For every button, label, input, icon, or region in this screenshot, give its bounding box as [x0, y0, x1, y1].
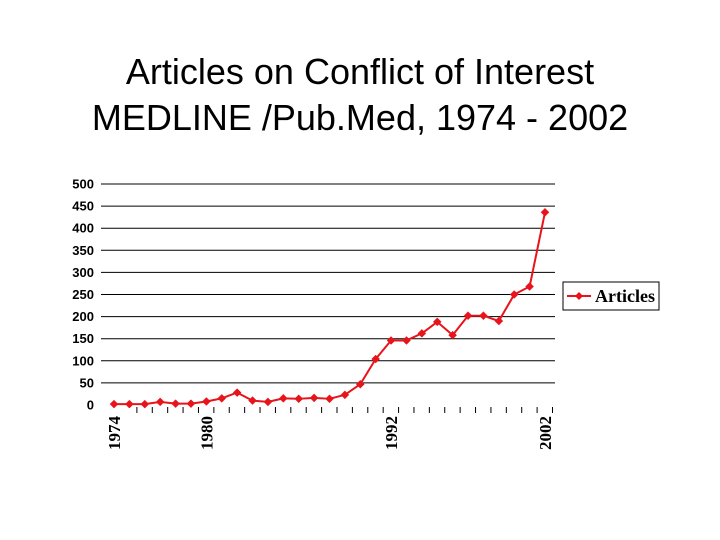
y-tick-label-500: 500	[72, 177, 94, 192]
y-tick-label-250: 250	[72, 287, 94, 302]
legend-marker-diamond	[575, 292, 583, 300]
data-point-1980	[202, 397, 211, 406]
data-point-1979	[186, 399, 196, 409]
slide-title-line-1: Articles on Conflict of Interest	[125, 51, 595, 92]
data-point-1985	[278, 394, 288, 403]
data-point-2001	[525, 282, 534, 291]
data-point-1975	[125, 399, 134, 409]
data-point-1994	[417, 329, 427, 338]
gridlines	[101, 183, 555, 384]
y-tick-label-400: 400	[72, 221, 94, 236]
data-point-1988	[325, 394, 334, 404]
data-point-1997	[463, 311, 473, 321]
legend-label-articles: Articles	[595, 286, 655, 306]
y-tick-label-150: 150	[72, 331, 94, 346]
y-tick-label-100: 100	[72, 353, 94, 368]
data-point-1996	[448, 330, 457, 340]
data-point-1982	[232, 388, 242, 397]
x-tick-label-1974: 1974	[105, 416, 124, 451]
data-point-1977	[155, 397, 165, 407]
data-point-1993	[402, 336, 411, 345]
y-tick-label-350: 350	[72, 243, 94, 258]
data-point-1998	[479, 311, 488, 321]
data-point-1984	[263, 397, 273, 407]
data-point-1981	[217, 394, 227, 403]
x-tick-label-1980: 1980	[197, 416, 216, 450]
axes	[101, 404, 555, 413]
data-point-1992	[386, 336, 396, 345]
data-point-1999	[494, 316, 504, 326]
y-tick-labels: 0 50 100 150 200 250 300 350 400 450 500	[72, 177, 94, 413]
y-tick-label-300: 300	[72, 265, 94, 280]
y-tick-label-450: 450	[72, 199, 94, 214]
data-point-1995	[432, 317, 442, 327]
y-tick-label-0: 0	[87, 398, 94, 413]
data-point-1991	[371, 354, 381, 364]
x-tick-label-1992: 1992	[382, 416, 401, 450]
legend: Articles	[562, 281, 660, 311]
y-tick-label-200: 200	[72, 309, 94, 324]
data-point-1989	[340, 390, 350, 400]
y-tick-label-50: 50	[80, 375, 94, 390]
data-point-2002	[540, 207, 550, 217]
x-tick-labels: 1974 1980 1992 2002	[105, 416, 555, 451]
data-point-1983	[248, 396, 257, 405]
slide-title-line-2: MEDLINE /Pub.Med, 1974 - 2002	[91, 97, 629, 138]
data-point-1986	[294, 394, 304, 404]
series-line-articles	[114, 212, 546, 406]
series-articles	[109, 207, 550, 409]
data-point-1990	[355, 379, 365, 389]
x-tick-label-2002: 2002	[536, 416, 555, 450]
data-point-1978	[171, 399, 180, 409]
data-point-2000	[509, 290, 519, 299]
data-point-1987	[309, 393, 319, 403]
data-point-1974	[109, 399, 119, 409]
data-point-1976	[140, 399, 150, 409]
